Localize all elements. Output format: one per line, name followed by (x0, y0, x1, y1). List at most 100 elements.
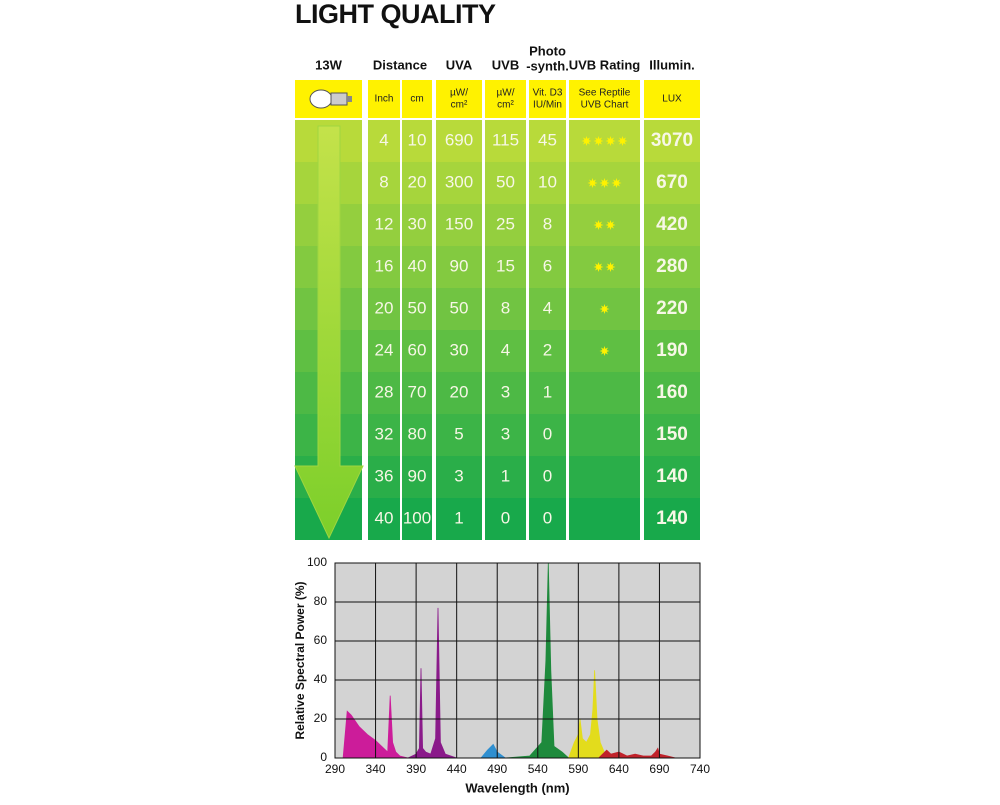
row-cell-bg (368, 498, 400, 540)
row-cell-bg (368, 162, 400, 204)
row-cell-bg (485, 246, 526, 288)
row-cell-bg (644, 120, 700, 162)
cell-value: 50 (496, 172, 515, 191)
y-tick-label: 80 (314, 594, 328, 608)
cell-value: 3 (501, 382, 510, 401)
units-band (368, 80, 400, 118)
row-cell-bg (569, 246, 640, 288)
row-cell-bg (485, 204, 526, 246)
column-header: Illumin. (649, 57, 695, 72)
lux-value: 190 (656, 340, 688, 361)
spectrum-area (342, 695, 409, 759)
row-cell-bg (529, 456, 566, 498)
y-tick-label: 60 (314, 633, 328, 647)
column-header: Photo (529, 43, 566, 58)
row-cell-bg (529, 498, 566, 540)
lux-value: 670 (656, 172, 688, 193)
cell-value: 40 (375, 508, 394, 527)
row-cell-bg (529, 330, 566, 372)
cell-value: 25 (496, 214, 515, 233)
cell-value: 1 (501, 466, 510, 485)
row-cell-bg (402, 162, 432, 204)
rating-star (605, 262, 616, 272)
x-tick-label: 490 (487, 762, 507, 776)
row-cell-bg (569, 120, 640, 162)
x-axis-label: Wavelength (nm) (465, 780, 569, 795)
cell-value: 90 (450, 256, 469, 275)
cell-value: 20 (408, 172, 427, 191)
cell-value: 8 (501, 298, 510, 317)
units-band (436, 80, 482, 118)
unit-label: Inch (375, 94, 394, 105)
units-band (485, 80, 526, 118)
row-cell-bg (436, 414, 482, 456)
row-cell-bg (529, 288, 566, 330)
bulb-base (330, 92, 348, 106)
rating-star (605, 220, 616, 230)
y-axis-label: Relative Spectral Power (%) (293, 581, 307, 739)
row-cell-bg (644, 288, 700, 330)
cell-value: 4 (543, 298, 552, 317)
y-tick-label: 100 (307, 555, 327, 569)
x-tick-label: 390 (406, 762, 426, 776)
units-band (402, 80, 432, 118)
rating-star (593, 220, 604, 230)
cell-value: 0 (543, 424, 552, 443)
row-cell-bg (436, 204, 482, 246)
cell-value: 100 (403, 508, 431, 527)
column-header: -synth. (526, 58, 569, 73)
cell-value: 115 (492, 130, 519, 149)
cell-value: 4 (501, 340, 510, 359)
x-tick-label: 690 (649, 762, 669, 776)
x-tick-label: 640 (609, 762, 629, 776)
row-cell-bg (368, 246, 400, 288)
row-cell-bg (644, 456, 700, 498)
row-cell-bg (529, 162, 566, 204)
row-cell-bg (368, 372, 400, 414)
cell-value: 0 (543, 508, 552, 527)
row-cell-bg (402, 330, 432, 372)
x-tick-label: 590 (568, 762, 588, 776)
lux-value: 140 (656, 508, 688, 529)
cell-value: 150 (445, 214, 473, 233)
unit-label: µW/ (450, 88, 468, 99)
unit-label: cm² (451, 100, 468, 111)
cell-value: 32 (375, 424, 394, 443)
rating-star (599, 346, 610, 356)
cell-value: 36 (375, 466, 394, 485)
row-cell-bg (485, 120, 526, 162)
unit-label: UVB Chart (581, 100, 629, 111)
x-tick-label: 540 (528, 762, 548, 776)
cell-value: 90 (408, 466, 427, 485)
x-tick-label: 340 (366, 762, 386, 776)
bulb-icon (309, 89, 352, 109)
cell-value: 2 (543, 340, 552, 359)
row-cell-bg (485, 288, 526, 330)
cell-value: 50 (408, 298, 427, 317)
cell-value: 60 (408, 340, 427, 359)
row-cell-bg (569, 456, 640, 498)
unit-label: cm (410, 94, 423, 105)
rating-star (587, 178, 598, 188)
row-cell-bg (485, 414, 526, 456)
unit-label: LUX (662, 94, 682, 105)
x-tick-label: 740 (690, 762, 710, 776)
row-cell-bg (569, 498, 640, 540)
row-cell-bg (402, 456, 432, 498)
cell-value: 28 (375, 382, 394, 401)
cell-value: 1 (543, 382, 552, 401)
rating-star (611, 178, 622, 188)
row-cell-bg (485, 372, 526, 414)
units-band (529, 80, 566, 118)
lux-value: 160 (656, 382, 688, 403)
row-cell-bg (436, 120, 482, 162)
column-header: UVB (492, 57, 519, 72)
row-cell-bg (569, 204, 640, 246)
cell-value: 15 (496, 256, 515, 275)
cell-value: 10 (538, 172, 557, 191)
units-band (644, 80, 700, 118)
row-cell-bg (436, 498, 482, 540)
row-cell-bg (402, 288, 432, 330)
row-cell-bg (402, 120, 432, 162)
lux-value: 3070 (651, 130, 693, 151)
